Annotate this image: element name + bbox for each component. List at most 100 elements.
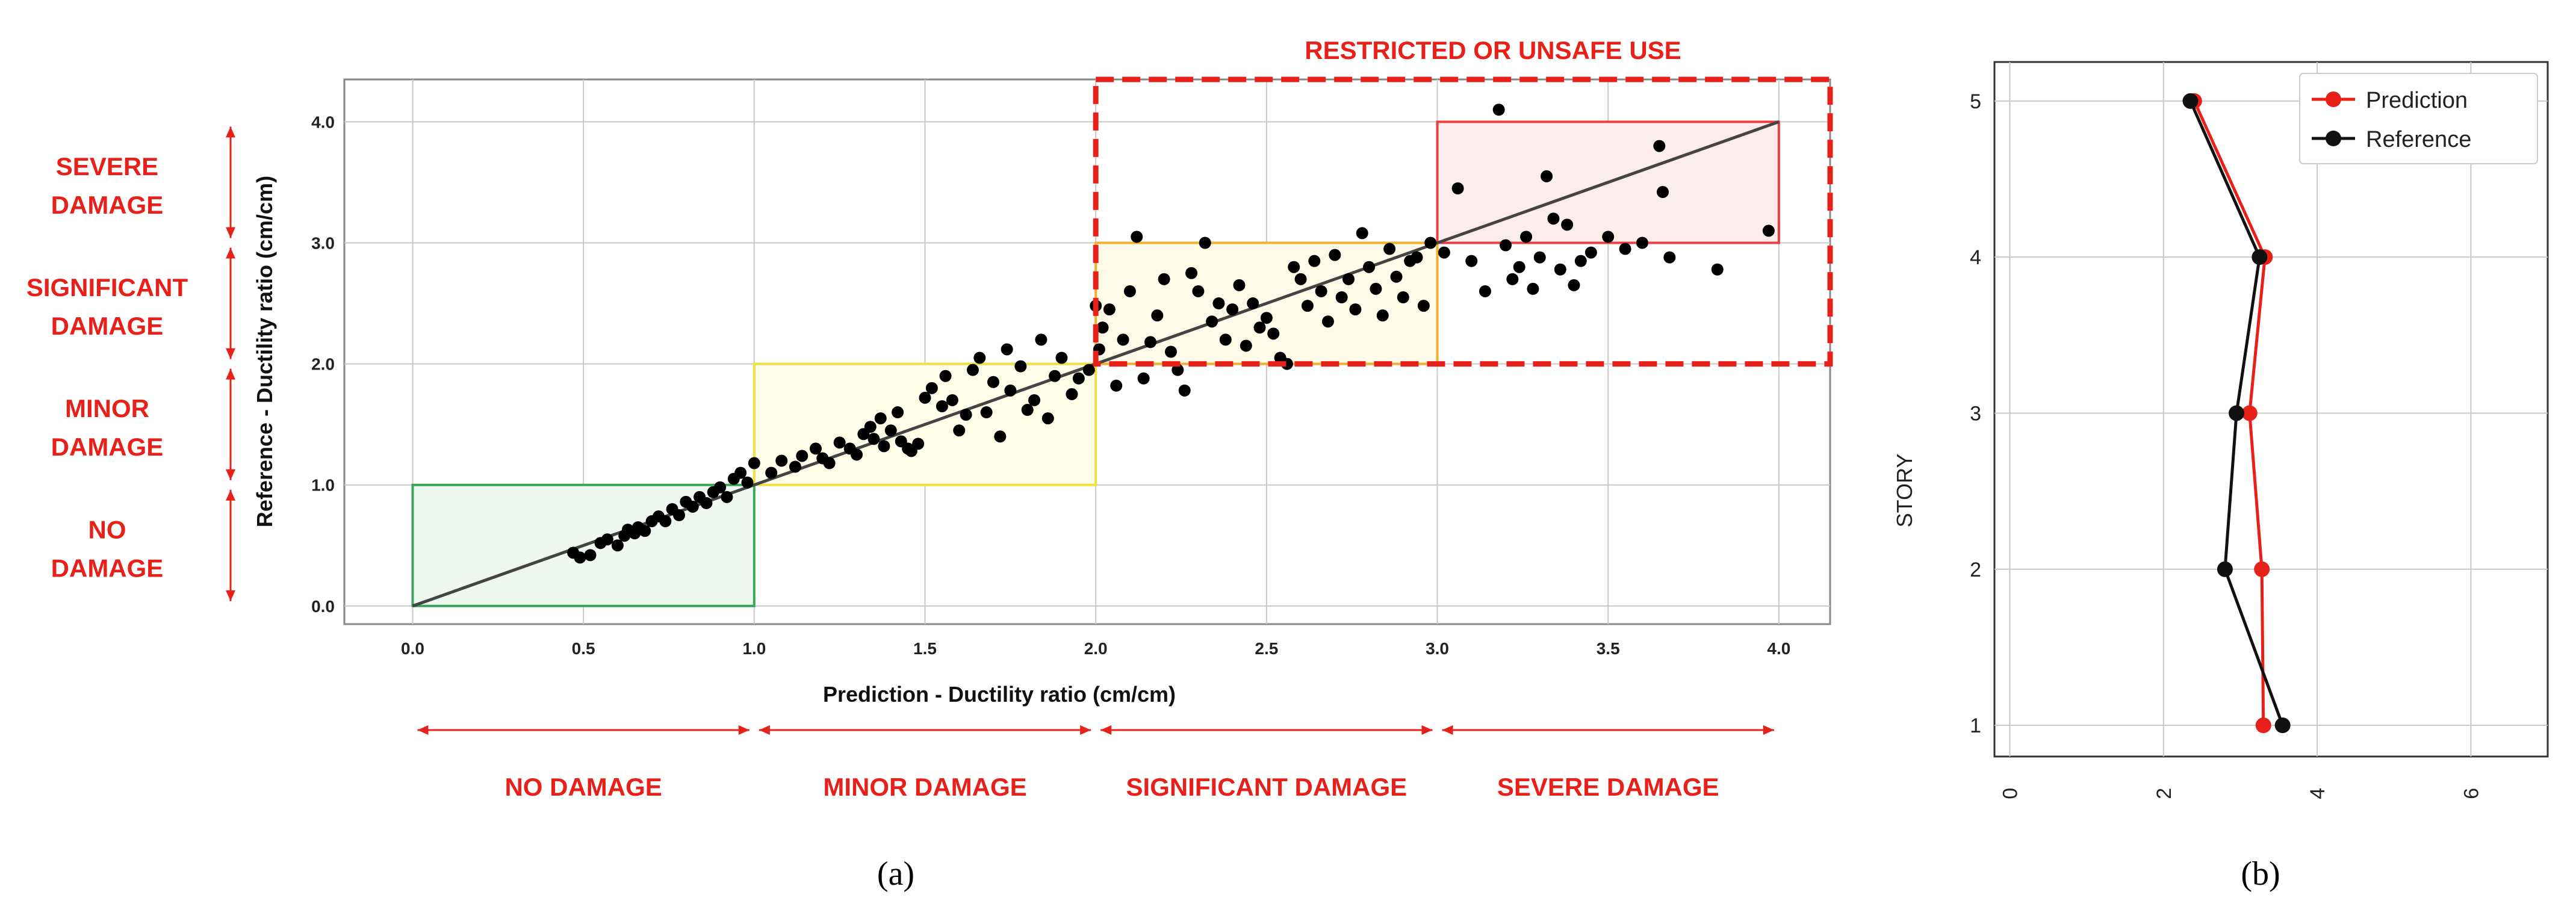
- chart-b-x-tick-label: 6: [2460, 788, 2483, 799]
- data-point: [1117, 333, 1129, 346]
- data-point: [987, 376, 999, 388]
- panel-label-a: (a): [877, 855, 914, 893]
- x-damage-label: SIGNIFICANT DAMAGE: [1126, 773, 1407, 801]
- data-point: [1465, 255, 1478, 267]
- chart-a-x-tick-label: 3.5: [1597, 639, 1620, 658]
- data-point: [912, 438, 925, 450]
- x-damage-label: SEVERE DAMAGE: [1497, 773, 1719, 801]
- data-point: [1653, 140, 1666, 152]
- y-damage-arrowhead-bottom: [226, 227, 235, 238]
- data-point: [1131, 231, 1143, 243]
- chart-b: 0 2 4 6 1 2 3 4 5 STORY Prediction Reference (b…: [1892, 61, 2549, 893]
- data-point: [1066, 388, 1078, 400]
- y-damage-label: DAMAGE: [51, 191, 164, 219]
- chart-a-x-tick-label: 0.5: [572, 639, 595, 658]
- data-point: [1417, 300, 1430, 312]
- chart-b-y-tick-label: 5: [1970, 90, 1981, 113]
- y-damage-arrowhead-bottom: [226, 590, 235, 601]
- data-point: [1041, 412, 1054, 425]
- chart-a-x-tick-label: 0.0: [401, 639, 424, 658]
- chart-a-x-axis-label: Prediction - Ductility ratio (cm/cm): [823, 682, 1176, 707]
- data-point: [1342, 273, 1355, 285]
- panel-label-b: (b): [2241, 855, 2280, 893]
- data-point: [1554, 263, 1566, 276]
- chart-b-x-ticks: 0 2 4 6: [1999, 788, 2483, 799]
- data-point: [1636, 237, 1648, 249]
- series-marker-reference: [2252, 249, 2268, 265]
- data-point: [1165, 345, 1178, 358]
- data-point: [1527, 282, 1539, 295]
- chart-a-y-tick-label: 2.0: [311, 355, 335, 374]
- data-point: [574, 551, 586, 564]
- y-damage-arrowhead-top: [226, 126, 235, 138]
- data-point: [1301, 300, 1314, 312]
- data-point: [1178, 384, 1191, 397]
- y-damage-arrowhead-top: [226, 489, 235, 501]
- chart-a-x-tick-label: 2.5: [1255, 639, 1278, 658]
- legend-reference-marker: [2326, 131, 2341, 146]
- chart-b-x-tick-label: 0: [1999, 788, 2022, 799]
- chart-b-y-ticks: 1 2 3 4 5: [1970, 90, 1981, 737]
- data-point: [874, 412, 887, 425]
- data-point: [734, 466, 747, 479]
- data-point: [919, 391, 931, 404]
- data-point: [1602, 231, 1615, 243]
- y-damage-label: DAMAGE: [51, 312, 164, 340]
- series-marker-prediction: [2255, 717, 2271, 734]
- data-point: [1004, 384, 1017, 397]
- data-point: [1014, 360, 1027, 373]
- x-damage-arrowhead-left: [417, 725, 429, 735]
- data-point: [1144, 336, 1156, 348]
- chart-b-y-tick-label: 1: [1970, 714, 1981, 737]
- chart-a-x-tick-label: 4.0: [1767, 639, 1790, 658]
- data-point: [851, 448, 863, 461]
- data-point: [1233, 279, 1246, 291]
- data-point: [1260, 312, 1273, 324]
- legend-reference-label: Reference: [2366, 127, 2471, 152]
- data-point: [775, 454, 788, 467]
- data-point: [673, 509, 686, 521]
- y-damage-label: DAMAGE: [51, 554, 164, 582]
- y-damage-label: DAMAGE: [51, 433, 164, 461]
- data-point: [1520, 231, 1533, 243]
- data-point: [1656, 186, 1669, 199]
- series-marker-prediction: [2254, 561, 2270, 577]
- data-point: [584, 549, 597, 562]
- unsafe-zone-box: [1093, 76, 1833, 367]
- chart-a: RESTRICTED OR UNSAFE USE 0.0 0.5 1.0 1.5 2.0…: [26, 36, 1833, 893]
- data-point: [1055, 351, 1068, 364]
- chart-a-y-damage-scale: NO DAMAGE MINOR DAMAGE SIGNIFICANT DAMAGE SEVE…: [26, 126, 235, 601]
- data-point: [796, 450, 808, 462]
- data-point: [1103, 303, 1116, 316]
- legend-prediction-marker: [2326, 91, 2341, 107]
- data-point: [601, 533, 613, 546]
- data-point: [864, 421, 877, 433]
- data-point: [1762, 224, 1775, 237]
- data-point: [1376, 309, 1389, 322]
- chart-a-x-tick-label: 1.5: [913, 639, 937, 658]
- data-point: [659, 515, 672, 528]
- chart-a-y-tick-label: 1.0: [311, 476, 335, 495]
- data-point: [1294, 273, 1307, 285]
- data-point: [1192, 285, 1205, 297]
- data-point: [1315, 285, 1327, 297]
- data-point: [1500, 239, 1512, 252]
- data-point: [1001, 343, 1013, 356]
- data-point: [1397, 291, 1409, 303]
- data-point: [1267, 327, 1280, 340]
- data-point: [1035, 333, 1047, 346]
- data-point: [1568, 279, 1580, 291]
- data-point: [925, 382, 938, 394]
- data-point: [1451, 182, 1464, 194]
- data-point: [973, 351, 986, 364]
- data-point: [1028, 394, 1041, 406]
- y-damage-label: SIGNIFICANT: [26, 273, 188, 302]
- data-point: [1541, 170, 1553, 182]
- data-point: [1533, 251, 1546, 264]
- data-point: [611, 539, 624, 552]
- data-point: [1349, 303, 1362, 316]
- x-damage-arrowhead-right: [738, 725, 750, 735]
- data-point: [1561, 218, 1574, 231]
- data-point: [994, 430, 1007, 443]
- data-point: [1492, 104, 1505, 116]
